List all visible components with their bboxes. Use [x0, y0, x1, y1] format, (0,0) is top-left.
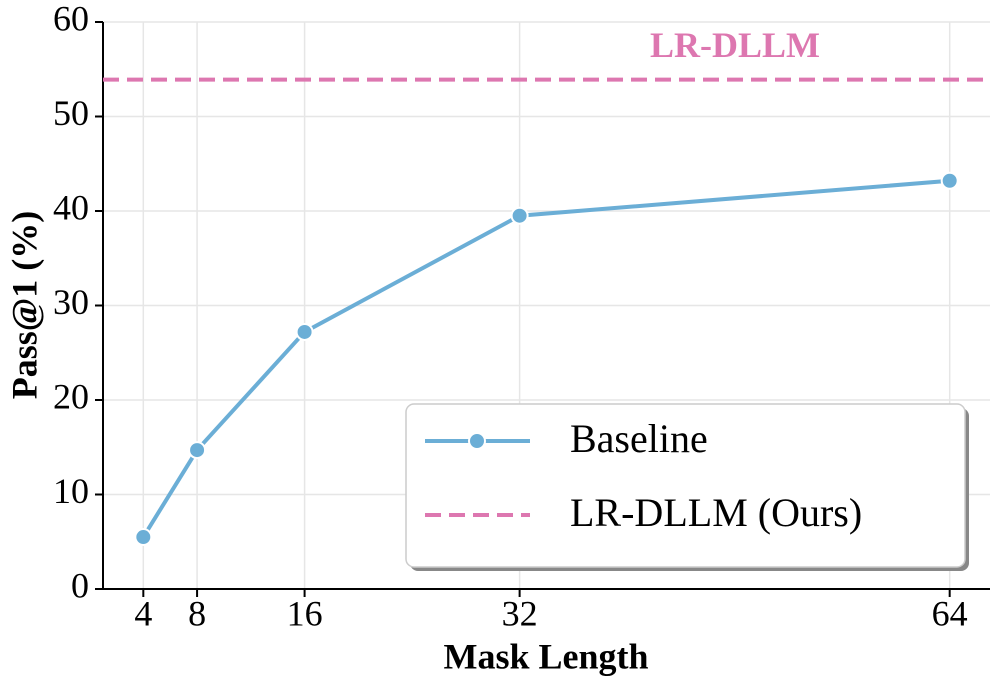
y-tick-label: 60 [53, 0, 89, 38]
x-tick-label: 64 [932, 593, 968, 633]
y-tick-label: 20 [53, 376, 89, 416]
y-axis-label: Pass@1 (%) [4, 211, 44, 399]
x-tick-label: 16 [287, 593, 323, 633]
y-tick-label: 0 [71, 565, 89, 605]
legend: Baseline LR-DLLM (Ours) [405, 403, 969, 571]
legend-label: LR-DLLM (Ours) [570, 490, 862, 535]
legend-marker [468, 432, 486, 450]
grid [103, 21, 990, 590]
y-tick-label: 50 [53, 93, 89, 133]
x-tick-label: 32 [502, 593, 538, 633]
legend-label: Baseline [570, 416, 708, 461]
data-point [134, 528, 153, 547]
data-point [295, 322, 314, 341]
x-tick-label: 8 [188, 593, 206, 633]
y-tick-label: 30 [53, 282, 89, 322]
y-tick-label: 10 [53, 471, 89, 511]
x-axis-label: Mask Length [443, 636, 648, 676]
legend-box [405, 403, 966, 568]
data-point [940, 171, 959, 190]
x-tick-label: 4 [134, 593, 152, 633]
reference-annotation: LR-DLLM [650, 25, 820, 65]
y-tick-label: 40 [53, 187, 89, 227]
data-point [188, 441, 207, 460]
data-point [510, 206, 529, 225]
